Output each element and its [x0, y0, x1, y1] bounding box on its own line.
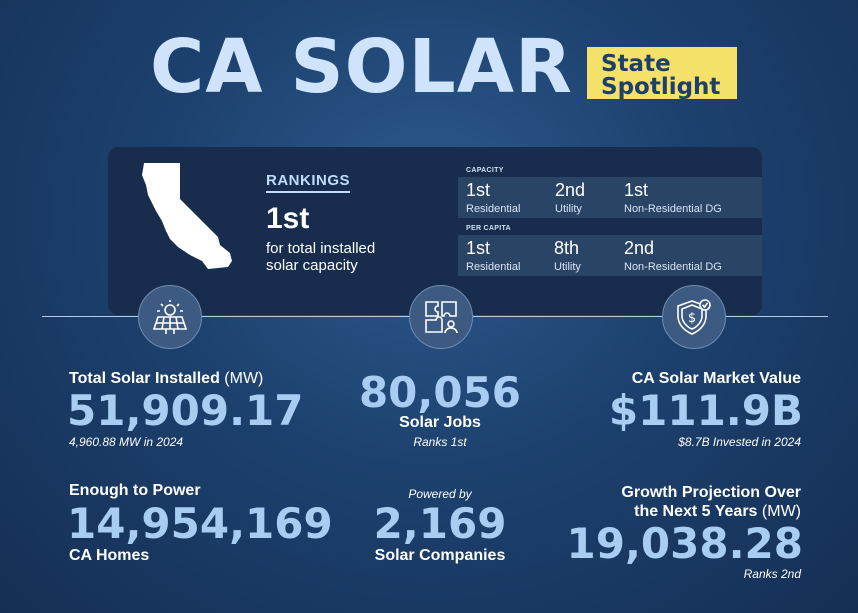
jobs-heading: Solar Jobs	[399, 414, 481, 431]
rankings-headline: 1st	[266, 202, 310, 235]
per-capita-label: PER CAPITA	[466, 225, 511, 232]
per-capita-utility-label: Utility	[554, 261, 581, 273]
market-note: $8.7B Invested in 2024	[678, 435, 801, 449]
state-spotlight-badge: State Spotlight	[587, 47, 737, 99]
capacity-nonres-value: 1st	[624, 180, 649, 200]
puzzle-person-icon	[409, 285, 473, 349]
homes-heading: Enough to Power	[69, 482, 201, 499]
per-capita-residential-value: 1st	[466, 238, 491, 258]
badge-line-1: State	[601, 51, 671, 77]
svg-text:$: $	[688, 311, 696, 326]
market-heading: CA Solar Market Value	[631, 370, 801, 387]
jobs-value: 80,056	[358, 368, 522, 417]
capacity-residential-value: 1st	[466, 180, 491, 200]
capacity-label: CAPACITY	[466, 167, 504, 174]
per-capita-nonres-label: Non-Residential DG	[624, 261, 722, 273]
installed-value: 51,909.17	[67, 386, 304, 435]
growth-heading-text: the Next 5 Years	[634, 503, 758, 520]
homes-value: 14,954,169	[67, 499, 333, 548]
capacity-residential-label: Residential	[466, 203, 521, 215]
per-capita-row: 1st Residential 8th Utility 2nd Non-Resi…	[458, 235, 762, 276]
badge-line-2: Spotlight	[601, 74, 721, 100]
rankings-description: for total installed solar capacity	[266, 240, 436, 274]
solar-panel-icon	[138, 285, 202, 349]
growth-note: Ranks 2nd	[743, 567, 801, 581]
capacity-utility-value: 2nd	[555, 180, 586, 200]
installed-note: 4,960.88 MW in 2024	[69, 435, 184, 449]
rankings-desc-line-1: for total installed	[266, 240, 376, 257]
installed-heading-text: Total Solar Installed	[69, 370, 220, 387]
companies-value: 2,169	[373, 499, 507, 548]
california-map-icon	[142, 163, 232, 269]
page-title: CA SOLAR	[150, 24, 573, 110]
per-capita-residential-label: Residential	[466, 261, 521, 273]
capacity-utility-label: Utility	[555, 203, 582, 215]
growth-heading-line-2: the Next 5 Years (MW)	[540, 503, 801, 521]
market-value: $111.9B	[608, 386, 803, 435]
per-capita-utility-value: 8th	[554, 238, 580, 258]
companies-pre: Powered by	[408, 487, 472, 501]
homes-sub: CA Homes	[69, 547, 150, 564]
installed-unit: (MW)	[224, 370, 264, 387]
per-capita-nonres-value: 2nd	[624, 238, 655, 258]
rankings-label: RANKINGS	[266, 172, 351, 193]
growth-unit: (MW)	[761, 503, 801, 520]
installed-heading: Total Solar Installed (MW)	[69, 370, 263, 388]
growth-heading-line-1: Growth Projection Over	[621, 484, 801, 501]
jobs-note: Ranks 1st	[413, 435, 467, 449]
shield-dollar-icon: $	[662, 285, 726, 349]
growth-value: 19,038.28	[566, 519, 803, 568]
capacity-row: 1st Residential 2nd Utility 1st Non-Resi…	[458, 177, 762, 218]
companies-heading: Solar Companies	[374, 547, 506, 564]
capacity-nonres-label: Non-Residential DG	[624, 203, 722, 215]
rankings-desc-line-2: solar capacity	[266, 257, 358, 274]
